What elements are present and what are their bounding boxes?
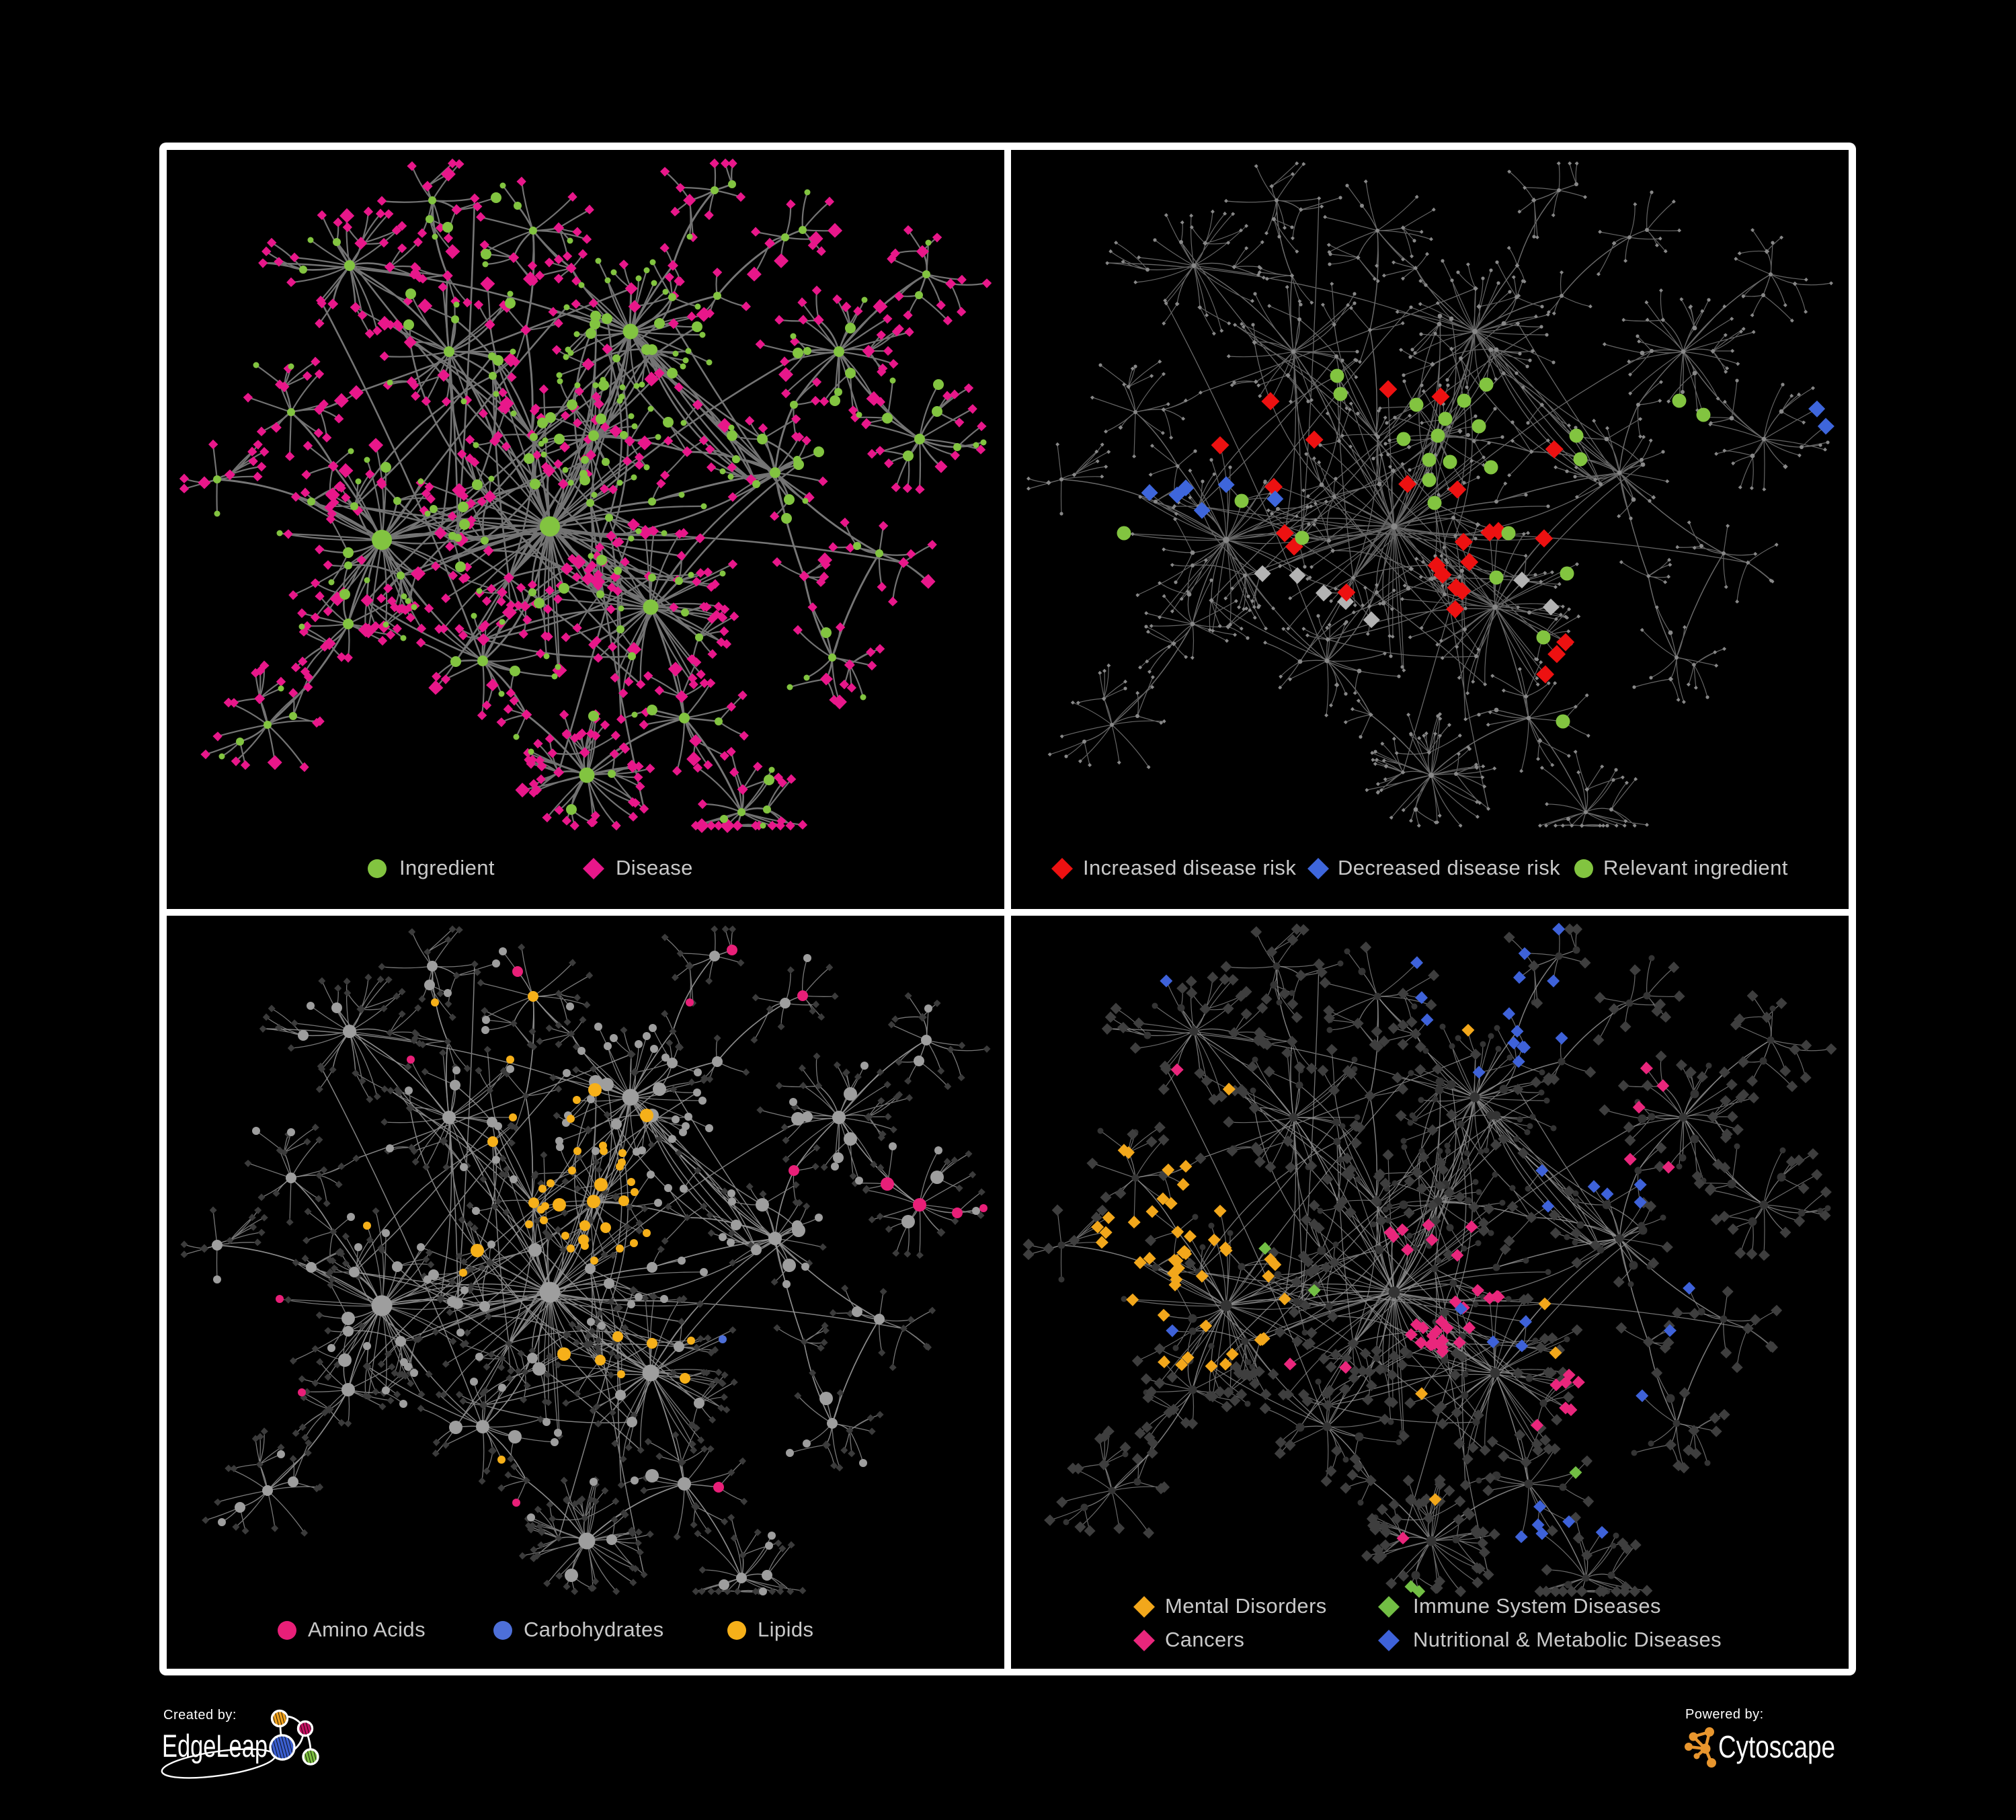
svg-text:EdgeLeap: EdgeLeap — [162, 1728, 268, 1764]
svg-text:Cytoscape: Cytoscape — [1718, 1729, 1835, 1764]
svg-text:Created by:: Created by: — [163, 1708, 237, 1723]
svg-text:Powered by:: Powered by: — [1685, 1707, 1764, 1722]
